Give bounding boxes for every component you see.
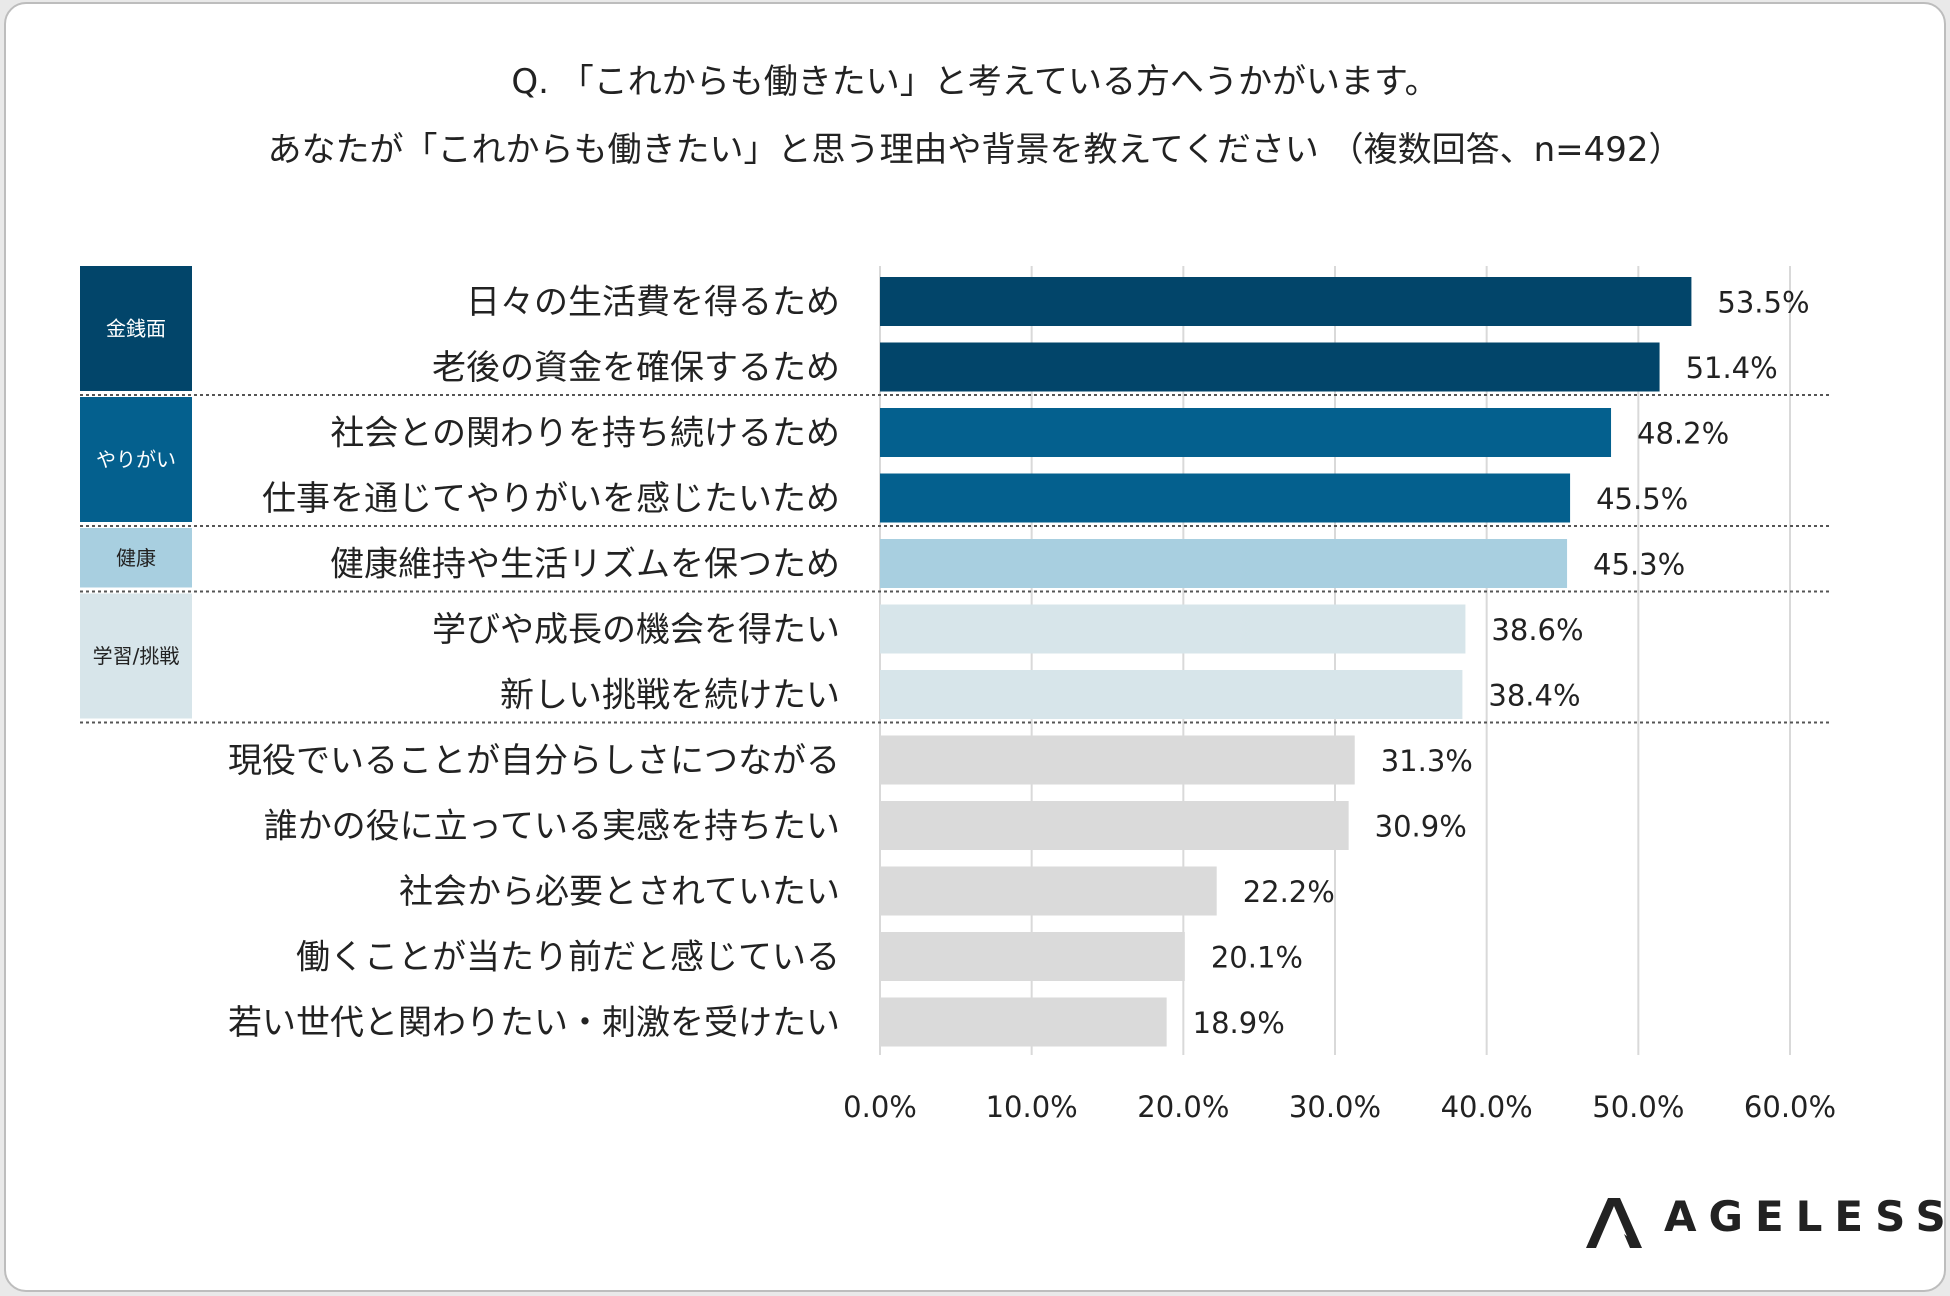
x-tick-label: 20.0% — [1137, 1090, 1229, 1124]
category-label: 誰かの役に立っている実感を持ちたい — [264, 807, 840, 847]
value-label: 53.5% — [1717, 286, 1809, 320]
x-tick-label: 40.0% — [1441, 1090, 1533, 1124]
ageless-logo-text: AGELESS — [1664, 1192, 1950, 1241]
bar — [880, 604, 1466, 654]
category-label: 社会との関わりを持ち続けるため — [330, 414, 840, 454]
x-tick-label: 0.0% — [843, 1090, 917, 1124]
value-label: 48.2% — [1637, 417, 1729, 451]
value-label: 45.3% — [1593, 548, 1685, 582]
bar — [880, 539, 1568, 588]
ageless-logo-icon — [1586, 1198, 1642, 1248]
category-label: 現役でいることが自分らしさにつながる — [228, 741, 840, 781]
bar — [880, 473, 1571, 523]
value-label: 20.1% — [1211, 941, 1303, 975]
bar — [880, 801, 1349, 850]
x-tick-label: 10.0% — [986, 1090, 1078, 1124]
category-label: 新しい挑戦を続けたい — [500, 676, 840, 716]
value-label: 18.9% — [1193, 1006, 1285, 1040]
group-label-health: 健康 — [116, 546, 156, 570]
value-label: 51.4% — [1686, 351, 1778, 385]
bar — [880, 735, 1355, 785]
value-label: 38.6% — [1491, 613, 1583, 647]
bar — [880, 342, 1660, 392]
group-box-health — [80, 528, 192, 588]
category-label: 日々の生活費を得るため — [466, 283, 840, 323]
value-label: 30.9% — [1375, 810, 1467, 844]
category-label: 老後の資金を確保するため — [432, 348, 840, 388]
value-label: 45.5% — [1596, 482, 1688, 516]
group-box-money — [80, 266, 192, 391]
value-label: 22.2% — [1243, 875, 1335, 909]
bar — [880, 670, 1463, 719]
group-label-purpose: やりがい — [96, 448, 176, 472]
x-tick-label: 50.0% — [1592, 1090, 1684, 1124]
group-box-learning — [80, 593, 192, 719]
chart-subtitle: あなたが「これからも働きたい」と思う理由や背景を教えてください （複数回答、n=… — [267, 130, 1683, 170]
bar — [880, 997, 1167, 1047]
category-label: 働くことが当たり前だと感じている — [296, 938, 840, 978]
value-label: 38.4% — [1488, 679, 1580, 713]
chart-question: Q. 「これからも働きたい」と考えている方へうかがいます。 — [511, 62, 1439, 102]
bar — [880, 408, 1612, 457]
bar — [880, 932, 1185, 981]
bar — [880, 277, 1692, 326]
category-label: 仕事を通じてやりがいを感じたいため — [262, 479, 840, 519]
category-label: 若い世代と関わりたい・刺激を受けたい — [228, 1003, 840, 1043]
value-label: 31.3% — [1381, 744, 1473, 778]
group-label-learning: 学習/挑戦 — [93, 644, 180, 668]
category-label: 健康維持や生活リズムを保つため — [330, 545, 840, 585]
x-tick-label: 30.0% — [1289, 1090, 1381, 1124]
category-label: 学びや成長の機会を得たい — [432, 610, 840, 650]
group-label-money: 金銭面 — [106, 317, 166, 341]
x-tick-label: 60.0% — [1744, 1090, 1836, 1124]
bar — [880, 866, 1217, 916]
category-label: 社会から必要とされていたい — [399, 872, 840, 912]
group-box-purpose — [80, 397, 192, 522]
